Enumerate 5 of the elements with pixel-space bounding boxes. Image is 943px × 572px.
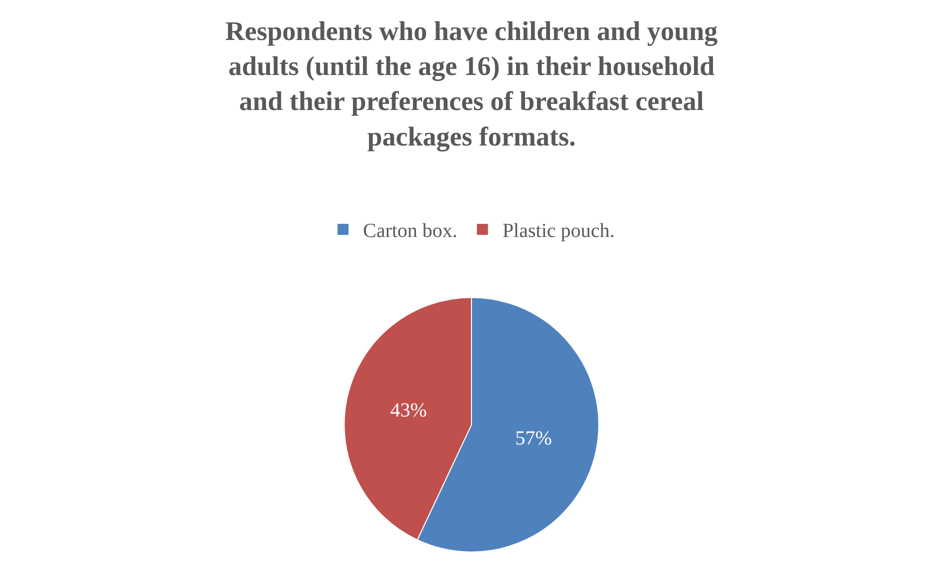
legend-label: Plastic pouch. — [502, 220, 615, 242]
data-label: 57% — [515, 428, 552, 450]
legend-label: Carton box. — [363, 220, 458, 242]
data-label: 43% — [390, 400, 427, 422]
chart-title: Respondents who have children and young adults (until the age 16) in their household and their preferences of breakfast cereal packages formats. — [225, 16, 718, 152]
